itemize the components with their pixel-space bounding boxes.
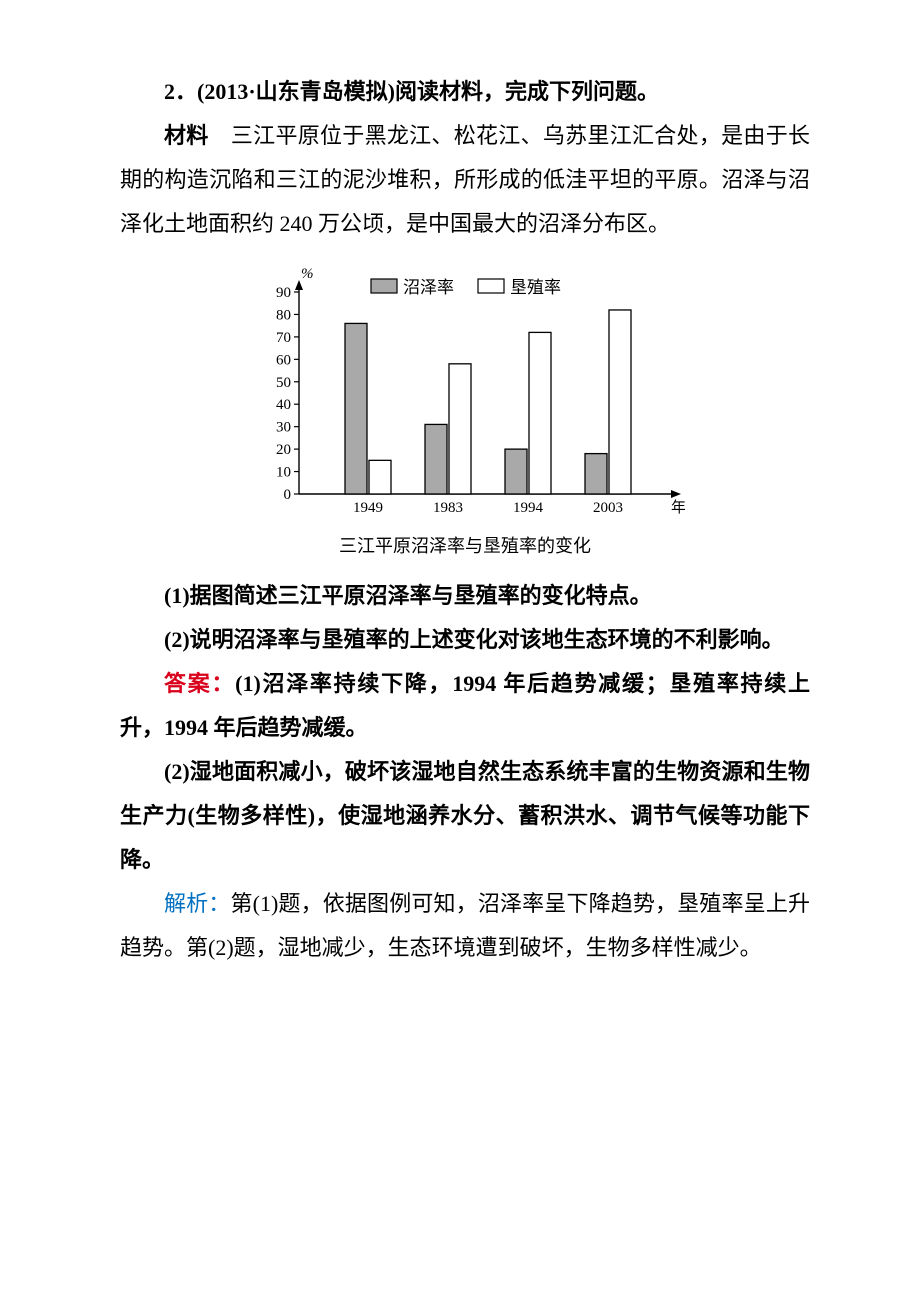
svg-text:30: 30 [276,420,291,436]
svg-text:90: 90 [276,285,291,301]
chart-container: 0 10 20 30 40 50 60 70 80 90% 1949 1983 1994 2003 年份 沼泽… [245,264,685,564]
svg-text:垦殖率: 垦殖率 [510,278,561,297]
sub-question-1: (1)据图简述三江平原沼泽率与垦殖率的变化特点。 [120,574,810,618]
svg-text:1983: 1983 [433,500,463,516]
sub-question-2: (2)说明沼泽率与垦殖率的上述变化对该地生态环境的不利影响。 [120,618,810,662]
explanation-paragraph: 解析：第(1)题，依据图例可知，沼泽率呈下降趋势，垦殖率呈上升趋势。第(2)题，… [120,882,810,970]
svg-text:%: % [301,266,314,282]
svg-text:0: 0 [284,487,292,503]
question-source: (2013·山东青岛模拟) [197,79,395,104]
explanation-label: 解析： [164,891,230,916]
bar-chart: 0 10 20 30 40 50 60 70 80 90% 1949 1983 1994 2003 年份 沼泽… [245,264,685,524]
material-label: 材料 [164,123,209,148]
svg-text:60: 60 [276,352,291,368]
svg-text:10: 10 [276,465,291,481]
question-stem-line: 2．(2013·山东青岛模拟)阅读材料，完成下列问题。 [120,70,810,114]
svg-text:20: 20 [276,442,291,458]
svg-text:2003: 2003 [593,500,623,516]
svg-text:1994: 1994 [513,500,544,516]
question-number: 2． [164,79,197,104]
svg-text:1949: 1949 [353,500,383,516]
svg-text:40: 40 [276,397,291,413]
svg-text:沼泽率: 沼泽率 [403,278,454,297]
page: 2．(2013·山东青岛模拟)阅读材料，完成下列问题。 材料 三江平原位于黑龙江… [0,0,920,1302]
svg-text:年份: 年份 [671,499,685,516]
chart-caption: 三江平原沼泽率与垦殖率的变化 [245,528,685,564]
material-paragraph: 材料 三江平原位于黑龙江、松花江、乌苏里江汇合处，是由于长期的构造沉陷和三江的泥… [120,114,810,246]
question-stem: 阅读材料，完成下列问题。 [395,79,659,104]
answer-1-paragraph: 答案：(1)沼泽率持续下降，1994 年后趋势减缓；垦殖率持续上升，1994 年… [120,662,810,750]
svg-text:70: 70 [276,330,291,346]
answer-label: 答案： [164,671,235,696]
material-gap [209,123,231,148]
answer-2: (2)湿地面积减小，破坏该湿地自然生态系统丰富的生物资源和生物生产力(生物多样性… [120,750,810,882]
svg-text:80: 80 [276,307,291,323]
svg-text:50: 50 [276,375,291,391]
